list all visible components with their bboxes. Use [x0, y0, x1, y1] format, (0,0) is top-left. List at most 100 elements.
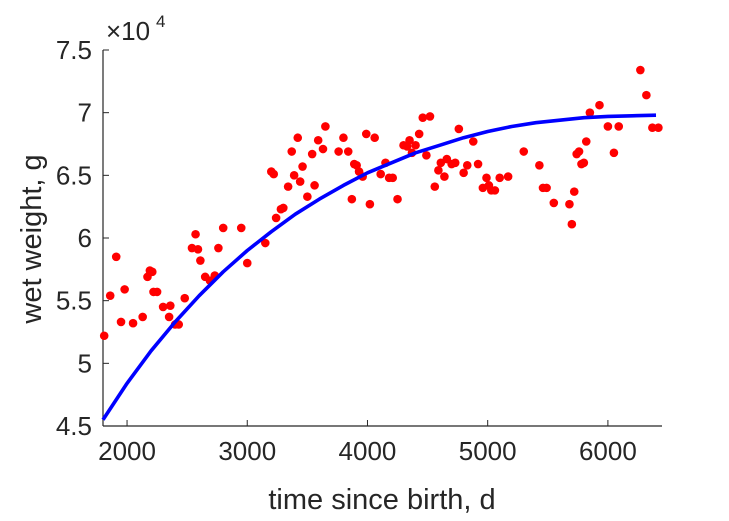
- data-point: [313, 135, 323, 145]
- data-point: [283, 182, 293, 191]
- data-point: [99, 331, 109, 341]
- data-point: [111, 252, 121, 262]
- data-point: [642, 90, 651, 100]
- data-point: [595, 100, 604, 110]
- data-point: [307, 149, 317, 159]
- data-point: [347, 194, 357, 204]
- data-point: [422, 150, 431, 160]
- data-point: [503, 172, 513, 181]
- data-point: [393, 194, 402, 204]
- data-point: [295, 177, 305, 186]
- data-point: [365, 199, 375, 209]
- data-point: [370, 133, 379, 143]
- y-tick-label: 7: [78, 98, 92, 128]
- data-point: [287, 147, 297, 156]
- data-point: [579, 158, 589, 168]
- data-point: [116, 317, 126, 327]
- data-point: [482, 173, 491, 183]
- data-point: [609, 148, 619, 158]
- data-point: [260, 238, 270, 248]
- data-point: [614, 122, 624, 131]
- data-point: [603, 122, 613, 131]
- data-point: [236, 223, 246, 233]
- multiplier-exponent: 4: [156, 12, 165, 31]
- data-point: [166, 301, 175, 310]
- data-point: [361, 129, 371, 139]
- data-point: [191, 229, 200, 239]
- data-point: [519, 147, 529, 156]
- data-point: [425, 112, 435, 121]
- data-point: [450, 158, 460, 168]
- data-point: [654, 123, 663, 133]
- data-point: [440, 172, 449, 181]
- data-point: [569, 187, 579, 196]
- data-point: [473, 159, 483, 169]
- x-tick-label: 4000: [339, 436, 397, 466]
- data-point: [105, 291, 115, 300]
- data-point: [434, 166, 443, 175]
- data-point: [147, 267, 157, 277]
- data-point: [648, 123, 657, 133]
- x-axis-label: time since birth, d: [268, 484, 495, 516]
- data-point: [138, 312, 147, 322]
- y-tick-label: 7.5: [56, 35, 92, 65]
- data-point: [271, 213, 281, 223]
- data-point: [158, 302, 168, 312]
- y-tick-label: 4.5: [56, 411, 92, 441]
- axes: [102, 49, 662, 427]
- data-point: [279, 203, 288, 213]
- data-point: [468, 137, 478, 146]
- y-axis-label: wet weight, g: [16, 154, 48, 324]
- data-point: [535, 161, 544, 170]
- data-point: [193, 244, 203, 254]
- data-point: [164, 312, 174, 322]
- data-point: [310, 181, 319, 190]
- data-point: [459, 168, 468, 178]
- data-point: [298, 162, 307, 171]
- data-point: [549, 198, 559, 208]
- data-point: [495, 173, 505, 183]
- data-point: [180, 293, 190, 303]
- data-point: [490, 186, 500, 195]
- data-point: [339, 133, 348, 143]
- data-point: [196, 256, 205, 265]
- data-point: [454, 124, 464, 134]
- x-tick-label: 2000: [98, 436, 156, 466]
- x-tick-label: 6000: [579, 436, 637, 466]
- data-point: [321, 122, 330, 131]
- data-point: [120, 285, 129, 294]
- data-point: [414, 129, 424, 139]
- data-point: [376, 169, 385, 179]
- y-tick-label: 5.5: [56, 286, 92, 316]
- data-point: [542, 183, 551, 193]
- data-point: [152, 287, 162, 297]
- data-point: [405, 135, 414, 145]
- multiplier-base: ×10: [106, 16, 150, 46]
- data-point: [293, 133, 303, 143]
- data-point: [128, 318, 138, 328]
- chart-marks: [99, 65, 663, 421]
- data-point: [289, 171, 299, 180]
- data-point: [636, 65, 645, 75]
- data-point: [462, 161, 472, 170]
- y-axis-multiplier: ×10 4: [106, 12, 165, 46]
- data-point: [218, 223, 228, 233]
- data-point: [303, 192, 312, 201]
- data-point: [318, 144, 328, 154]
- data-point: [430, 182, 440, 191]
- data-point: [585, 108, 595, 117]
- data-point: [214, 243, 223, 253]
- data-point: [418, 113, 428, 122]
- tick-labels: 2000 3000 4000 5000 6000 4.5 5 5.5 6 6.5 7 7.5: [56, 35, 637, 466]
- data-point: [581, 137, 591, 146]
- data-point: [565, 199, 574, 209]
- data-point: [567, 219, 577, 229]
- data-point: [334, 147, 343, 156]
- data-point: [574, 147, 584, 156]
- data-point: [411, 140, 420, 150]
- y-tick-label: 5: [78, 348, 92, 378]
- x-tick-label: 3000: [218, 436, 276, 466]
- data-point: [269, 169, 279, 179]
- y-tick-label: 6.5: [56, 160, 92, 190]
